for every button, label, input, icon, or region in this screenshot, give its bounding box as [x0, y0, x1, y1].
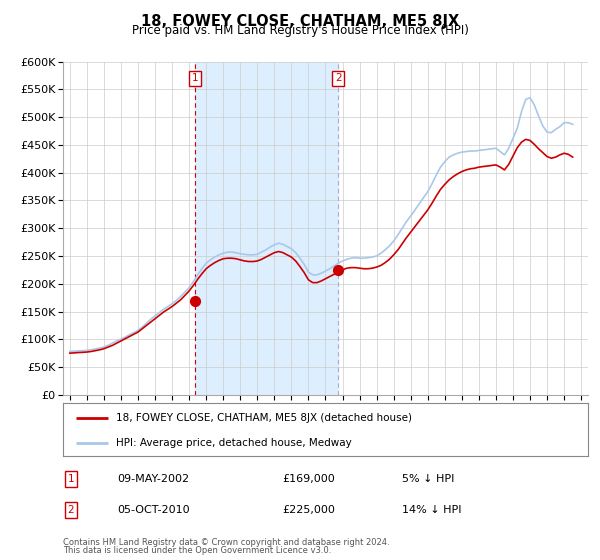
Text: £169,000: £169,000 [282, 474, 335, 484]
Text: HPI: Average price, detached house, Medway: HPI: Average price, detached house, Medw… [115, 438, 351, 448]
Text: 09-MAY-2002: 09-MAY-2002 [117, 474, 189, 484]
Bar [195, 62, 338, 395]
Text: 2: 2 [67, 505, 74, 515]
Text: 05-OCT-2010: 05-OCT-2010 [117, 505, 190, 515]
Point [334, 265, 343, 274]
Text: This data is licensed under the Open Government Licence v3.0.: This data is licensed under the Open Gov… [63, 546, 331, 555]
Text: 1: 1 [192, 73, 199, 83]
Text: 18, FOWEY CLOSE, CHATHAM, ME5 8JX (detached house): 18, FOWEY CLOSE, CHATHAM, ME5 8JX (detac… [115, 413, 412, 423]
Text: Contains HM Land Registry data © Crown copyright and database right 2024.: Contains HM Land Registry data © Crown c… [63, 538, 389, 547]
Text: 18, FOWEY CLOSE, CHATHAM, ME5 8JX: 18, FOWEY CLOSE, CHATHAM, ME5 8JX [141, 14, 459, 29]
Text: 2: 2 [335, 73, 341, 83]
Text: £225,000: £225,000 [282, 505, 335, 515]
Text: Price paid vs. HM Land Registry's House Price Index (HPI): Price paid vs. HM Land Registry's House … [131, 24, 469, 37]
Text: 14% ↓ HPI: 14% ↓ HPI [402, 505, 461, 515]
Text: 1: 1 [67, 474, 74, 484]
Text: 5% ↓ HPI: 5% ↓ HPI [402, 474, 454, 484]
Point [190, 296, 200, 305]
